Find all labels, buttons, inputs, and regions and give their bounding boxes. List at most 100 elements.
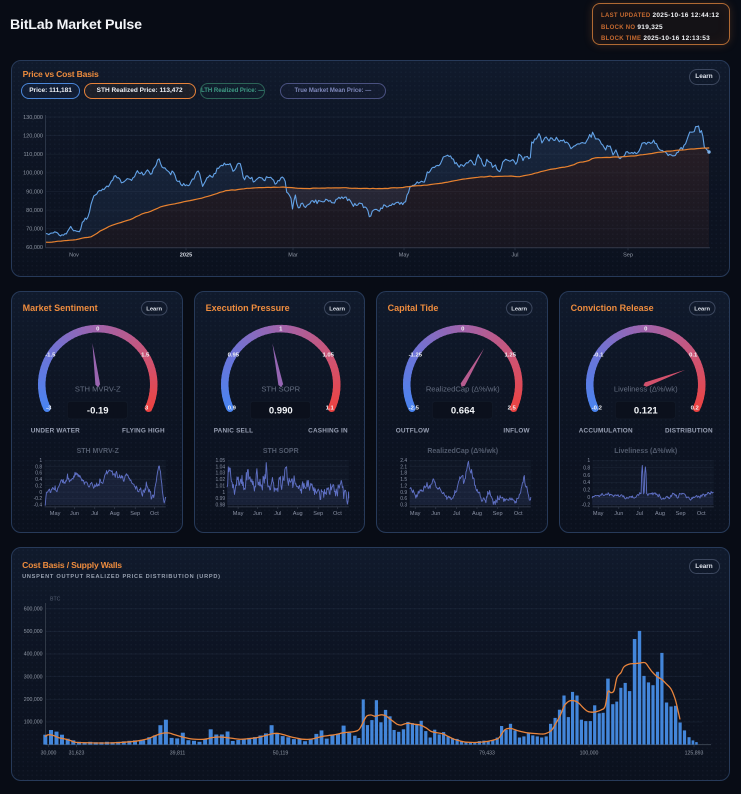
svg-text:Jun: Jun: [614, 511, 623, 517]
svg-text:50,119: 50,119: [273, 751, 289, 757]
svg-text:DISTRIBUTION: DISTRIBUTION: [664, 428, 712, 435]
svg-text:Jun: Jun: [252, 511, 261, 517]
svg-text:Sep: Sep: [675, 511, 685, 517]
svg-text:110,000: 110,000: [24, 152, 43, 158]
svg-text:Sep: Sep: [623, 253, 633, 259]
svg-text:May: May: [399, 253, 410, 259]
svg-text:0.95: 0.95: [227, 353, 239, 359]
svg-text:300,000: 300,000: [24, 674, 43, 680]
svg-text:500,000: 500,000: [24, 629, 43, 635]
svg-text:100,000: 100,000: [24, 720, 43, 726]
svg-text:May: May: [410, 511, 421, 517]
svg-text:79,433: 79,433: [479, 751, 495, 757]
svg-text:Jun: Jun: [431, 511, 440, 517]
svg-text:2.4: 2.4: [400, 458, 407, 464]
svg-text:1.1: 1.1: [325, 406, 334, 412]
svg-text:1.05: 1.05: [322, 353, 334, 359]
svg-text:BTC: BTC: [50, 597, 61, 603]
svg-text:1: 1: [587, 458, 590, 464]
svg-text:Jul: Jul: [635, 511, 642, 517]
svg-text:1.05: 1.05: [215, 458, 225, 464]
svg-text:0.98: 0.98: [215, 503, 225, 509]
svg-text:90,000: 90,000: [26, 189, 43, 195]
svg-text:0.6: 0.6: [35, 471, 42, 477]
svg-text:80,000: 80,000: [26, 208, 43, 214]
svg-text:100,000: 100,000: [580, 751, 599, 757]
svg-text:Liveliness (Δ%/wk): Liveliness (Δ%/wk): [614, 448, 677, 455]
svg-text:Oct: Oct: [514, 511, 523, 517]
svg-text:0.4: 0.4: [583, 480, 590, 486]
svg-text:May: May: [50, 511, 61, 517]
svg-text:70,000: 70,000: [26, 227, 43, 233]
svg-text:0: 0: [96, 326, 100, 332]
svg-text:CASHING IN: CASHING IN: [308, 428, 348, 435]
svg-text:Aug: Aug: [110, 511, 120, 517]
svg-text:-1.25: -1.25: [409, 353, 423, 359]
svg-text:400,000: 400,000: [24, 652, 43, 658]
svg-text:Capital Tide: Capital Tide: [388, 303, 439, 313]
svg-text:Sep: Sep: [313, 511, 323, 517]
svg-text:Execution Pressure: Execution Pressure: [205, 303, 289, 313]
svg-text:1.02: 1.02: [215, 477, 225, 483]
svg-text:Learn: Learn: [146, 307, 162, 313]
svg-text:0.9: 0.9: [227, 406, 236, 412]
svg-text:Jun: Jun: [70, 511, 79, 517]
svg-text:0.121: 0.121: [633, 406, 657, 417]
svg-text:1.25: 1.25: [504, 353, 516, 359]
svg-text:Learn: Learn: [511, 307, 527, 313]
svg-text:60,000: 60,000: [26, 245, 43, 251]
svg-text:UNDER WATER: UNDER WATER: [31, 428, 80, 435]
svg-text:STH MVRV-Z: STH MVRV-Z: [75, 385, 121, 394]
svg-text:1.01: 1.01: [215, 483, 225, 489]
svg-text:May: May: [592, 511, 603, 517]
svg-text:-0.1: -0.1: [593, 353, 604, 359]
svg-text:120,000: 120,000: [23, 133, 43, 139]
svg-text:ACCUMULATION: ACCUMULATION: [578, 428, 632, 435]
svg-text:1: 1: [279, 326, 283, 332]
svg-text:100,000: 100,000: [23, 171, 43, 177]
svg-text:125,893: 125,893: [685, 751, 704, 757]
svg-text:1.8: 1.8: [400, 471, 407, 477]
svg-text:Learn: Learn: [329, 307, 345, 313]
svg-text:Aug: Aug: [655, 511, 665, 517]
svg-text:0.2: 0.2: [583, 488, 590, 494]
svg-text:Jul: Jul: [453, 511, 460, 517]
svg-text:STH SOPR: STH SOPR: [261, 385, 300, 394]
svg-text:Jul: Jul: [511, 253, 518, 259]
svg-text:0.9: 0.9: [400, 490, 407, 496]
svg-text:Nov: Nov: [69, 253, 79, 259]
svg-text:0.664: 0.664: [451, 406, 475, 417]
svg-text:STH SOPR: STH SOPR: [262, 448, 298, 455]
svg-text:0.3: 0.3: [400, 503, 407, 509]
svg-text:200,000: 200,000: [24, 697, 43, 703]
svg-text:600,000: 600,000: [24, 607, 43, 613]
svg-text:FLYING HIGH: FLYING HIGH: [122, 428, 165, 435]
svg-text:1: 1: [222, 490, 225, 496]
svg-text:Jul: Jul: [91, 511, 98, 517]
svg-text:0.6: 0.6: [400, 496, 407, 502]
svg-text:0.99: 0.99: [215, 496, 225, 502]
svg-text:1.2: 1.2: [400, 483, 407, 489]
svg-text:-0.4: -0.4: [34, 503, 43, 509]
svg-text:RealizedCap (Δ%/wk): RealizedCap (Δ%/wk): [427, 448, 498, 455]
svg-text:Mar: Mar: [288, 253, 298, 259]
svg-text:Sep: Sep: [130, 511, 140, 517]
svg-text:30,000: 30,000: [41, 751, 57, 757]
svg-text:RealizedCap (Δ%/wk): RealizedCap (Δ%/wk): [426, 385, 500, 394]
svg-text:0.990: 0.990: [268, 406, 292, 417]
svg-text:1: 1: [39, 458, 42, 464]
svg-text:Conviction Release: Conviction Release: [570, 303, 653, 313]
svg-text:Oct: Oct: [150, 511, 159, 517]
svg-text:Jul: Jul: [274, 511, 281, 517]
svg-text:-2.5: -2.5: [409, 406, 420, 412]
svg-text:May: May: [232, 511, 243, 517]
svg-text:INFLOW: INFLOW: [503, 428, 530, 435]
svg-text:0.8: 0.8: [583, 465, 590, 471]
svg-text:Learn: Learn: [694, 307, 710, 313]
svg-text:Liveliness (Δ%/wk): Liveliness (Δ%/wk): [613, 385, 677, 394]
svg-text:OUTFLOW: OUTFLOW: [396, 428, 430, 435]
svg-text:0: 0: [461, 326, 465, 332]
svg-text:-0.2: -0.2: [581, 503, 590, 509]
svg-text:0.2: 0.2: [35, 483, 42, 489]
svg-text:39,811: 39,811: [170, 751, 186, 757]
